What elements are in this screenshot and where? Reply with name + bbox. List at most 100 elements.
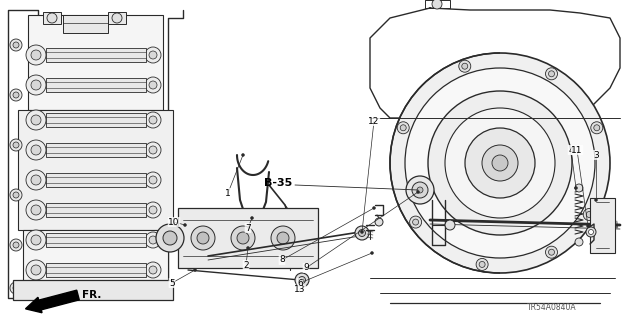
Bar bbox=[43, 12, 61, 24]
Text: 7: 7 bbox=[245, 223, 251, 233]
Circle shape bbox=[26, 45, 46, 65]
Circle shape bbox=[301, 278, 303, 282]
Circle shape bbox=[589, 229, 593, 235]
Circle shape bbox=[548, 71, 554, 77]
Circle shape bbox=[355, 226, 369, 240]
Circle shape bbox=[149, 51, 157, 59]
Circle shape bbox=[197, 232, 209, 244]
Circle shape bbox=[465, 128, 535, 198]
Circle shape bbox=[241, 154, 244, 156]
Circle shape bbox=[112, 13, 122, 23]
Circle shape bbox=[13, 142, 19, 148]
Circle shape bbox=[284, 231, 291, 238]
Circle shape bbox=[372, 206, 376, 210]
Circle shape bbox=[492, 155, 508, 171]
Circle shape bbox=[26, 110, 46, 130]
Circle shape bbox=[237, 232, 249, 244]
Circle shape bbox=[575, 187, 577, 189]
Circle shape bbox=[31, 205, 41, 215]
Circle shape bbox=[271, 226, 295, 250]
Circle shape bbox=[13, 192, 19, 198]
Circle shape bbox=[10, 189, 22, 201]
Circle shape bbox=[413, 219, 419, 225]
Bar bbox=[46, 173, 146, 187]
Bar bbox=[178, 208, 318, 268]
Circle shape bbox=[149, 266, 157, 274]
Circle shape bbox=[405, 68, 595, 258]
Circle shape bbox=[47, 13, 57, 23]
Bar bbox=[46, 113, 146, 127]
Circle shape bbox=[145, 142, 161, 158]
Circle shape bbox=[26, 230, 46, 250]
FancyArrow shape bbox=[26, 290, 79, 313]
Circle shape bbox=[26, 170, 46, 190]
Circle shape bbox=[10, 139, 22, 151]
Circle shape bbox=[149, 176, 157, 184]
Text: 9: 9 bbox=[303, 263, 309, 273]
Circle shape bbox=[371, 252, 374, 254]
Circle shape bbox=[417, 190, 419, 194]
Circle shape bbox=[13, 285, 19, 291]
Text: 11: 11 bbox=[572, 146, 583, 155]
Circle shape bbox=[360, 230, 364, 234]
Circle shape bbox=[482, 145, 518, 181]
Bar bbox=[108, 12, 126, 24]
Text: TR54A0840A: TR54A0840A bbox=[527, 303, 577, 313]
Circle shape bbox=[191, 226, 215, 250]
Circle shape bbox=[13, 42, 19, 48]
Text: 3: 3 bbox=[593, 150, 599, 159]
Circle shape bbox=[445, 220, 455, 230]
Circle shape bbox=[145, 202, 161, 218]
Circle shape bbox=[145, 232, 161, 248]
Circle shape bbox=[277, 232, 289, 244]
Circle shape bbox=[250, 217, 253, 220]
Circle shape bbox=[397, 122, 409, 134]
Circle shape bbox=[548, 249, 554, 255]
Circle shape bbox=[591, 122, 603, 134]
Bar bbox=[46, 233, 146, 247]
Bar bbox=[13, 280, 173, 300]
Circle shape bbox=[417, 187, 423, 193]
Circle shape bbox=[445, 108, 555, 218]
Circle shape bbox=[10, 282, 22, 294]
Text: 10: 10 bbox=[168, 218, 180, 227]
Text: 12: 12 bbox=[368, 116, 380, 125]
Circle shape bbox=[193, 268, 196, 271]
Circle shape bbox=[184, 223, 186, 227]
Circle shape bbox=[594, 125, 600, 131]
Bar bbox=[46, 78, 146, 92]
Circle shape bbox=[10, 39, 22, 51]
Bar bbox=[46, 203, 146, 217]
Circle shape bbox=[26, 200, 46, 220]
Bar bbox=[63, 15, 108, 33]
Circle shape bbox=[10, 239, 22, 251]
Bar bbox=[23, 230, 168, 298]
Circle shape bbox=[595, 198, 598, 202]
Circle shape bbox=[410, 216, 422, 228]
Circle shape bbox=[145, 172, 161, 188]
Bar bbox=[46, 263, 146, 277]
Text: 2: 2 bbox=[243, 260, 249, 269]
Circle shape bbox=[231, 226, 255, 250]
Circle shape bbox=[476, 259, 488, 270]
Circle shape bbox=[583, 209, 595, 220]
Circle shape bbox=[13, 242, 19, 248]
Bar bbox=[285, 252, 295, 259]
Circle shape bbox=[145, 112, 161, 128]
Circle shape bbox=[26, 140, 46, 160]
Text: FR.: FR. bbox=[82, 290, 101, 300]
Circle shape bbox=[26, 75, 46, 95]
Circle shape bbox=[26, 260, 46, 280]
Circle shape bbox=[586, 227, 596, 237]
Circle shape bbox=[246, 246, 250, 250]
Circle shape bbox=[375, 218, 383, 226]
Bar bbox=[590, 198, 615, 253]
Circle shape bbox=[390, 53, 610, 273]
Text: B-35: B-35 bbox=[264, 178, 292, 188]
Circle shape bbox=[428, 91, 572, 235]
Text: 8: 8 bbox=[279, 255, 285, 265]
Text: 6: 6 bbox=[297, 278, 303, 287]
Circle shape bbox=[406, 176, 434, 204]
Circle shape bbox=[31, 115, 41, 125]
Circle shape bbox=[13, 92, 19, 98]
